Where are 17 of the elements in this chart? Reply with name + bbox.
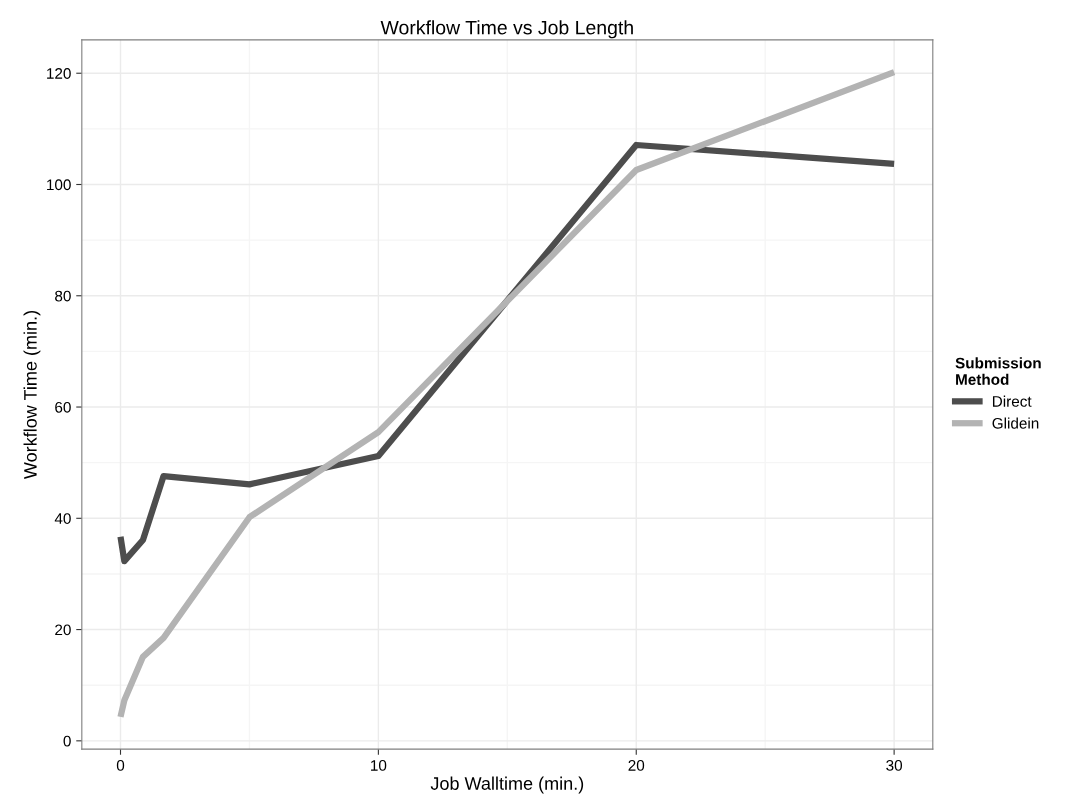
x-tick-label: 20 [628, 760, 645, 771]
x-axis-title: Job Walltime (min.) [430, 776, 584, 794]
legend-label: Glidein [992, 417, 1039, 429]
y-axis-title: Workflow Time (min.) [23, 311, 41, 480]
x-tick-label: 30 [886, 760, 903, 771]
y-tick-label: 100 [47, 179, 71, 191]
legend-label: Direct [992, 395, 1032, 407]
chart-title: Workflow Time vs Job Length [380, 20, 633, 39]
x-tick-label: 10 [371, 760, 387, 771]
y-tick-label: 120 [47, 68, 71, 79]
y-tick-label: 0 [63, 735, 71, 747]
x-tick-label: 0 [116, 760, 125, 771]
y-tick-label: 20 [55, 624, 71, 636]
y-tick-label: 60 [55, 401, 71, 413]
y-tick-label: 80 [55, 290, 71, 302]
y-tick-label: 40 [54, 513, 71, 524]
legend-title: Submission Method [955, 357, 1041, 385]
